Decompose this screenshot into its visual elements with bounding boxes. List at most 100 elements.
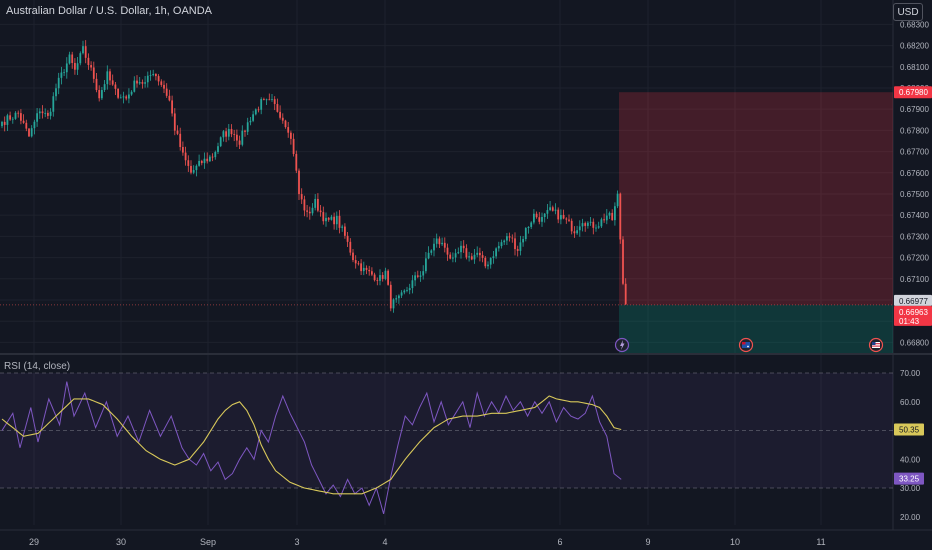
au-flag-event-icon[interactable]: [738, 337, 754, 353]
candle-body: [36, 113, 38, 122]
candle-body: [489, 258, 492, 265]
candle-body: [173, 113, 176, 131]
candle-body: [30, 128, 33, 137]
candle-body: [303, 199, 306, 211]
candle-body: [533, 213, 535, 223]
candle-body: [28, 128, 30, 137]
candle-body: [573, 231, 576, 234]
candle-body: [17, 112, 20, 114]
candle-body: [338, 215, 341, 228]
candle-body: [203, 158, 206, 164]
rsi-value-tag-bg: [894, 472, 924, 485]
candle-body: [562, 214, 565, 219]
candle: [443, 237, 446, 253]
candle-body: [611, 212, 614, 221]
candle-body: [603, 219, 605, 221]
candle-body: [103, 84, 106, 91]
rsi-label[interactable]: RSI (14, close): [4, 361, 71, 372]
candle-body: [584, 223, 587, 226]
candle: [576, 225, 578, 235]
candle-body: [530, 222, 533, 227]
candle-body: [384, 270, 387, 279]
candle: [106, 65, 109, 90]
candle-body: [90, 65, 92, 68]
lightning-event-icon[interactable]: [614, 337, 630, 353]
candle-body: [263, 99, 265, 100]
candle-body: [516, 249, 519, 251]
rsi-indicator: [0, 372, 893, 515]
candle-body: [379, 275, 381, 281]
candle-body: [605, 215, 608, 221]
candle-body: [398, 295, 400, 299]
candle: [487, 261, 489, 270]
candle-body: [165, 88, 168, 96]
candle-body: [284, 120, 287, 128]
candle-body: [133, 80, 136, 92]
candle: [141, 79, 144, 89]
chart-title: Australian Dollar / U.S. Dollar, 1h, OAN…: [6, 5, 213, 17]
candle: [300, 188, 303, 205]
price-tick-label: 0.67800: [900, 126, 929, 135]
candle-body: [198, 160, 200, 166]
candle: [538, 212, 541, 225]
us-flag-event-icon[interactable]: [868, 337, 884, 353]
candle-body: [624, 283, 627, 305]
candle: [425, 252, 427, 274]
candle: [460, 240, 462, 259]
candle-body: [152, 73, 155, 76]
candle-body: [9, 115, 11, 120]
candle: [371, 267, 373, 277]
candle-body: [581, 223, 584, 227]
candle-body: [182, 147, 184, 153]
rsi-axis: 70.00 60.00 40.00 30.00 20.00: [900, 369, 921, 522]
candle-body: [141, 82, 144, 84]
candle-body: [468, 256, 470, 258]
candle-body: [333, 216, 335, 225]
candle: [271, 93, 273, 102]
candle-body: [187, 160, 190, 166]
candle: [146, 71, 149, 88]
candle-body: [360, 263, 362, 272]
candle: [411, 275, 414, 294]
candle-body: [500, 242, 503, 247]
candle-body: [595, 227, 597, 229]
candle: [308, 206, 311, 220]
time-tick-label: 11: [816, 537, 825, 547]
candle: [406, 286, 408, 293]
candle-body: [322, 212, 325, 222]
candle-body: [222, 131, 225, 138]
candle: [157, 74, 160, 86]
candle: [430, 249, 433, 256]
candle-body: [317, 198, 319, 211]
candle: [6, 113, 9, 132]
candle-body: [587, 222, 589, 226]
candle-body: [49, 111, 52, 116]
candle-body: [411, 280, 414, 289]
currency-button[interactable]: USD: [893, 3, 923, 21]
time-tick-label: 30: [116, 537, 126, 547]
candle-body: [163, 84, 165, 89]
candle-body: [473, 254, 476, 260]
candle: [290, 130, 292, 145]
candlestick-series: [1, 40, 627, 313]
candle: [198, 154, 200, 167]
candle: [276, 98, 279, 113]
candle-body: [233, 134, 236, 135]
candle: [244, 129, 246, 137]
candle: [136, 75, 138, 88]
candle-body: [416, 275, 419, 277]
candle: [60, 66, 63, 85]
candle: [254, 108, 257, 116]
candle: [362, 261, 365, 276]
candle: [414, 271, 416, 287]
rsi-tick-label: 20.00: [900, 513, 921, 522]
candle: [241, 125, 244, 147]
candle: [468, 251, 470, 262]
candle: [9, 111, 11, 121]
candle: [481, 251, 484, 263]
candle-body: [614, 206, 616, 221]
candle: [595, 224, 597, 232]
candle: [551, 205, 554, 212]
candle-body: [541, 216, 543, 222]
